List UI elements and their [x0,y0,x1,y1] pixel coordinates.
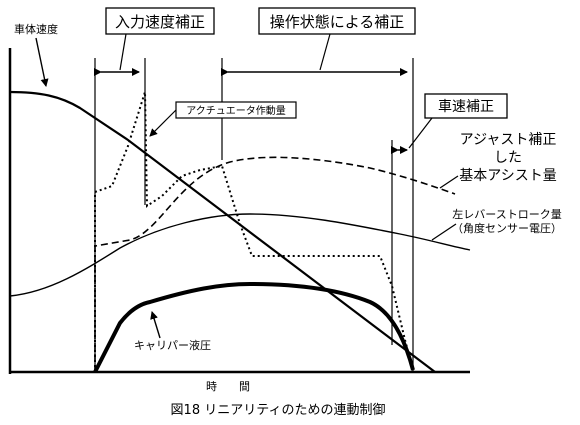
operation-state-correction-label: 操作状態による補正 [270,13,405,31]
curves [9,90,471,373]
adjusted-assist-label-line1: アジャスト補正 [460,132,557,148]
actuator-operation-curve [94,91,414,372]
left-lever-leader [431,223,457,241]
vehicle-speed-correction-label: 車速補正 [438,98,494,115]
left-lever-label-line2: （角度センサー電圧） [452,221,562,235]
operation-state-leader [319,33,331,71]
input-speed-box [105,7,215,35]
x-axis-label: 時 間 [206,380,250,393]
input-speed-leader [119,33,127,71]
left-lever-stroke-curve [9,213,471,297]
axes [8,48,470,374]
right-labels: アジャスト補正 した 基本アシスト量 左レバーストローク量 （角度センサー電圧） [431,132,562,241]
boxed-labels: 入力速度補正 操作状態による補正 車速補正 アクチュエータ作動量 [105,7,508,149]
vehicle-speed-leader [408,117,433,149]
input-speed-correction-label: 入力速度補正 [115,13,205,31]
actuator-operation-label: アクチュエータ作動量 [186,104,286,117]
adjusted-assist-label-line3: 基本アシスト量 [459,167,556,184]
caliper-pressure-curve [93,281,415,373]
range-arrows [94,68,408,154]
vehicle-speed-pointer [35,37,49,87]
adjusted-assist-leader [439,175,459,189]
actuator-leader [149,109,177,137]
caliper-pointer [150,311,161,339]
figure-caption: 図18 リニアリティのための連動制御 [171,403,386,418]
vehicle-speed-label: 車体速度 [14,22,58,36]
vehicle-speed-curve [9,90,436,373]
adjusted-assist-label-line2: した [494,150,522,166]
operation-state-box [258,7,416,35]
adjusted-basic-assist-curve [94,156,456,372]
left-lever-label-line1: 左レバーストローク量 [452,208,561,221]
vehicle-speed-box [424,93,508,119]
caliper-pressure-label: キャリパー液圧 [134,338,211,352]
